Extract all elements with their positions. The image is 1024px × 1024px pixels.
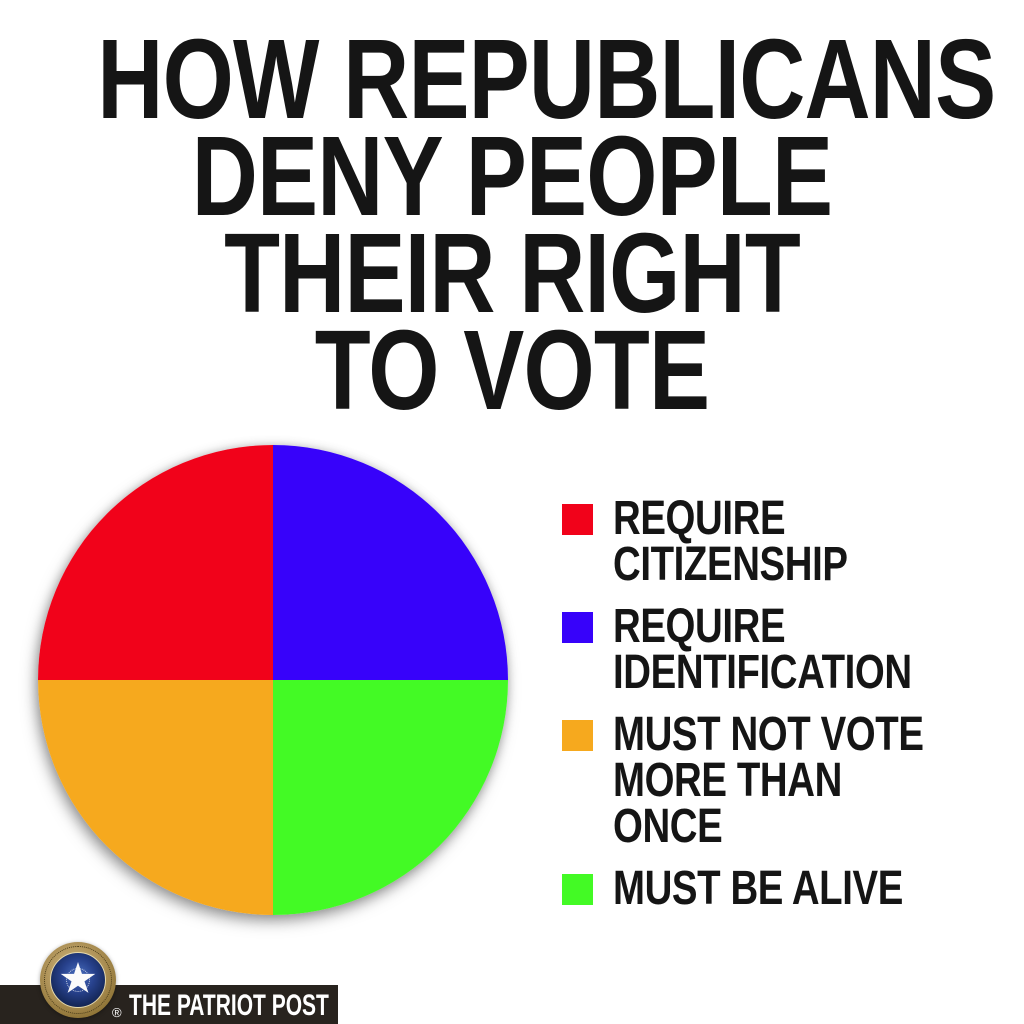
title-line: TO VOTE — [314, 307, 710, 433]
brand-banner: ® THE PATRIOT POST — [0, 985, 338, 1024]
brand-name: THE PATRIOT POST — [129, 989, 329, 1022]
legend-swatch-icon — [562, 720, 593, 751]
legend-item: MUST BE ALIVE — [562, 862, 1024, 915]
legend-swatch-icon — [562, 504, 593, 535]
legend-label: REQUIRE CITIZENSHIP — [613, 492, 848, 591]
patriot-post-seal-logo — [40, 942, 116, 1018]
page-title: HOW REPUBLICANS DENY PEOPLE THEIR RIGHT … — [0, 16, 1024, 433]
registered-trademark-symbol: ® — [112, 1005, 122, 1020]
legend-swatch-icon — [562, 874, 593, 905]
legend-label: REQUIRE IDENTIFICATION — [613, 600, 912, 699]
legend-swatch-icon — [562, 612, 593, 643]
legend-item: REQUIRE IDENTIFICATION — [562, 600, 1024, 699]
legend-item: MUST NOT VOTE MORE THAN ONCE — [562, 708, 1024, 853]
seal-inner-disc — [50, 952, 106, 1008]
title-line: DENY PEOPLE — [191, 113, 833, 239]
legend-label: MUST NOT VOTE MORE THAN ONCE — [613, 708, 924, 853]
pie-chart — [38, 445, 508, 915]
legend-label: MUST BE ALIVE — [613, 862, 903, 915]
title-line: THEIR RIGHT — [224, 210, 801, 336]
title-line: HOW REPUBLICANS — [97, 16, 996, 142]
chart-legend: REQUIRE CITIZENSHIP REQUIRE IDENTIFICATI… — [562, 492, 1024, 928]
legend-item: REQUIRE CITIZENSHIP — [562, 492, 1024, 591]
